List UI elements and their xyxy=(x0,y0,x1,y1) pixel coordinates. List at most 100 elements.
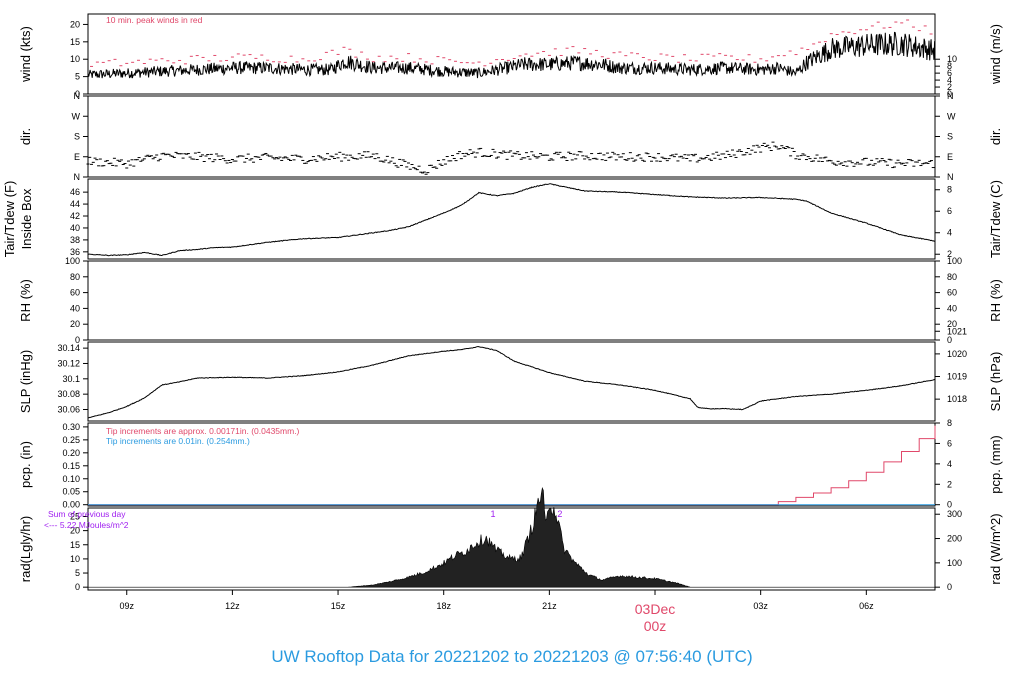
rad-left-tick-label: 20 xyxy=(70,526,80,536)
temp-ylabel-left: Tair/Tdew (F) xyxy=(2,181,17,258)
rh-left-tick-label: 60 xyxy=(70,288,80,298)
slp-left-tick-label: 30.14 xyxy=(57,343,80,353)
dir-ylabel-left: dir. xyxy=(18,128,33,145)
wind-right-tick-label: 2 xyxy=(947,82,952,92)
slp-ylabel-left: SLP (inHg) xyxy=(18,350,33,413)
rad-left-tick-label: 15 xyxy=(70,540,80,550)
rad-ylabel-right: rad (W/m^2) xyxy=(988,513,1003,584)
slp-right-tick-label: 1021 xyxy=(947,326,967,336)
wind-ylabel-right: wind (m/s) xyxy=(988,24,1003,85)
rad-ylabel-left: rad(Lgly/hr) xyxy=(18,516,33,582)
wind-panel-frame xyxy=(87,13,936,95)
wind-left-tick-label: 20 xyxy=(70,19,80,29)
rad-right-tick-label: 0 xyxy=(947,582,952,592)
wind-right-tick-label: 4 xyxy=(947,75,952,85)
dir-panel-frame xyxy=(87,95,936,178)
wind-right-tick-label: 8 xyxy=(947,61,952,71)
dir-left-tick-label: W xyxy=(72,111,81,121)
day-break-date-label: 03Dec xyxy=(635,601,675,617)
wind-right-tick-label: 0 xyxy=(947,89,952,99)
rad-left-tick-label: 0 xyxy=(75,582,80,592)
slp-left-tick-label: 30.12 xyxy=(57,358,80,368)
day-break-time-label: 00z xyxy=(644,618,667,634)
wind-left-tick-label: 15 xyxy=(70,37,80,47)
dir-left-tick-label: N xyxy=(74,172,81,182)
rh-right-tick-label: 40 xyxy=(947,303,957,313)
temp-left-tick-label: 40 xyxy=(70,223,80,233)
rad-note-line2: <--- 5.22 MJoules/m^2 xyxy=(44,520,129,530)
dir-left-tick-label: E xyxy=(74,152,80,162)
slp-right-tick-label: 1018 xyxy=(947,394,967,404)
pcp-accum_red-line xyxy=(87,425,936,506)
pcp-note-red: Tip increments are approx. 0.00171in. (0… xyxy=(106,426,300,436)
chart-title: UW Rooftop Data for 20221202 to 20221203… xyxy=(271,647,753,666)
temp-left-tick-label: 38 xyxy=(70,235,80,245)
slp-series-line xyxy=(87,345,936,419)
rh-left-tick-label: 40 xyxy=(70,303,80,313)
rh-right-tick-label: 20 xyxy=(947,319,957,329)
pcp-note-blue: Tip increments are 0.01in. (0.254mm.) xyxy=(106,436,250,446)
rh-left-tick-label: 80 xyxy=(70,272,80,282)
dir-right-tick-label: W xyxy=(947,111,956,121)
pcp-right-tick-label: 6 xyxy=(947,438,952,448)
temp-right-tick-label: 2 xyxy=(947,249,952,259)
slp-left-tick-label: 30.1 xyxy=(62,374,80,384)
temp-left-tick-label: 46 xyxy=(70,187,80,197)
slp-left-tick-label: 30.06 xyxy=(57,404,80,414)
pcp-left-tick-label: 0.10 xyxy=(62,474,80,484)
temp-right-tick-label: 4 xyxy=(947,228,952,238)
dir-right-tick-label: E xyxy=(947,152,953,162)
temp-ylabel-right: Tair/Tdew (C) xyxy=(988,180,1003,258)
temp-series-line xyxy=(87,183,936,257)
rh-right-tick-label: 60 xyxy=(947,288,957,298)
time-tick-label: 18z xyxy=(436,601,451,611)
dir-left-tick-label: N xyxy=(74,91,81,101)
temp-left-tick-label: 36 xyxy=(70,247,80,257)
rh-right-tick-label: 100 xyxy=(947,256,962,266)
rh-left-tick-label: 0 xyxy=(75,335,80,345)
rad-panel-frame xyxy=(87,507,936,591)
temp-right-tick-label: 6 xyxy=(947,206,952,216)
dir-left-tick-label: S xyxy=(74,132,80,142)
rh-panel-frame xyxy=(87,260,936,341)
time-tick-label: 12z xyxy=(225,601,240,611)
wind-left-tick-label: 0 xyxy=(75,89,80,99)
pcp-ylabel-left: pcp. (in) xyxy=(18,441,33,488)
rad-right-tick-label: 300 xyxy=(947,509,962,519)
pcp-left-tick-label: 0.15 xyxy=(62,461,80,471)
wind-ylabel-left: wind (kts) xyxy=(18,26,33,83)
temp-left-tick-label: 44 xyxy=(70,199,80,209)
slp-panel-frame xyxy=(87,341,936,422)
time-tick-label: 15z xyxy=(331,601,346,611)
slp-left-tick-label: 30.08 xyxy=(57,389,80,399)
pcp-left-tick-label: 0.30 xyxy=(62,422,80,432)
pcp-right-tick-label: 4 xyxy=(947,459,952,469)
rad-marker-label: 1 xyxy=(491,509,496,519)
slp-right-tick-label: 1020 xyxy=(947,349,967,359)
wind-left-tick-label: 5 xyxy=(75,72,80,82)
rh-ylabel-left: RH (%) xyxy=(18,279,33,322)
slp-right-tick-label: 1019 xyxy=(947,372,967,382)
wind-mean-series-line xyxy=(87,31,936,79)
rh-right-tick-label: 80 xyxy=(947,272,957,282)
dir-right-tick-label: N xyxy=(947,91,954,101)
dir-right-tick-label: S xyxy=(947,132,953,142)
rad-solar-area xyxy=(87,486,936,588)
pcp-ylabel-right: pcp. (mm) xyxy=(988,435,1003,494)
wind-left-tick-label: 10 xyxy=(70,54,80,64)
temp-right-tick-label: 8 xyxy=(947,185,952,195)
rad-note-line1: Sum of previous day xyxy=(48,509,126,519)
dir-ylabel-right: dir. xyxy=(988,128,1003,145)
rh-left-tick-label: 100 xyxy=(65,256,80,266)
pcp-left-tick-label: 0.20 xyxy=(62,448,80,458)
rh-ylabel-right: RH (%) xyxy=(988,279,1003,322)
time-tick-label: 09z xyxy=(119,601,134,611)
wind-right-tick-label: 10 xyxy=(947,54,957,64)
pcp-right-tick-label: 0 xyxy=(947,500,952,510)
temp-ylabel-left-2: Inside Box xyxy=(19,188,34,249)
temp-left-tick-label: 42 xyxy=(70,211,80,221)
temp-panel-frame xyxy=(87,178,936,260)
wind-right-tick-label: 6 xyxy=(947,68,952,78)
dir-right-tick-label: N xyxy=(947,172,954,182)
